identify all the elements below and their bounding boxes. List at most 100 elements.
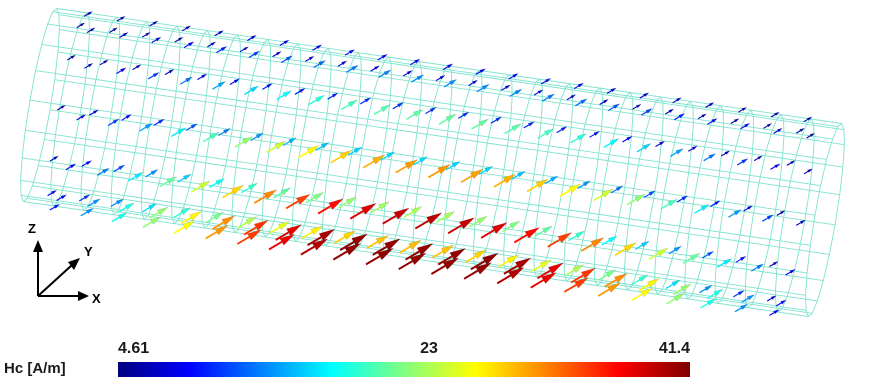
field-arrow-shaft <box>796 130 801 134</box>
field-arrow <box>530 272 557 289</box>
field-arrow <box>181 25 192 32</box>
field-arrow-shaft <box>531 264 542 272</box>
field-arrow-cone <box>451 160 461 168</box>
field-arrow <box>622 135 633 143</box>
field-arrow <box>121 114 133 121</box>
field-arrow-shaft <box>111 216 120 223</box>
field-arrow <box>672 97 683 104</box>
field-arrow <box>701 250 715 259</box>
field-arrow-shaft <box>410 61 416 66</box>
field-arrow <box>535 225 553 237</box>
field-arrow-cone <box>274 140 287 150</box>
field-arrow-cone <box>103 59 109 64</box>
field-arrow-shaft <box>76 24 82 29</box>
field-arrow <box>598 269 617 281</box>
field-arrow-shaft <box>214 32 220 37</box>
field-arrow <box>638 278 660 292</box>
field-arrow-cone <box>593 130 601 137</box>
field-arrow-cone <box>124 202 135 210</box>
field-arrow-shaft <box>337 63 343 67</box>
field-arrow-shaft <box>803 170 809 175</box>
field-arrow <box>721 150 731 157</box>
field-arrow-cone <box>79 22 86 27</box>
field-arrow <box>366 235 390 249</box>
field-arrow-cone <box>472 79 479 85</box>
field-arrow-cone <box>155 36 162 42</box>
field-arrow-cone <box>482 252 500 266</box>
field-arrow-shaft <box>753 157 759 162</box>
field-arrow-shaft <box>705 104 711 108</box>
field-arrow <box>372 238 401 256</box>
field-arrow-shaft <box>763 125 768 129</box>
field-arrow <box>544 175 559 185</box>
field-arrow <box>470 252 500 271</box>
field-arrow-cone <box>285 55 294 62</box>
field-arrow-shaft <box>315 145 323 151</box>
field-arrow <box>236 229 262 245</box>
field-arrow-cone <box>789 268 797 274</box>
field-arrow-cone <box>426 212 443 225</box>
field-arrow-shaft <box>501 225 512 233</box>
field-arrow-cone <box>623 242 637 253</box>
field-arrow <box>445 160 461 171</box>
field-arrow <box>732 290 745 298</box>
field-arrow-shaft <box>159 180 169 188</box>
field-arrow-shaft <box>96 171 104 176</box>
field-arrow-cone <box>549 175 559 183</box>
field-arrow-shaft <box>239 48 245 53</box>
field-arrow-shaft <box>542 96 549 102</box>
field-arrow-shaft <box>404 250 420 261</box>
x-axis-arrowhead <box>78 291 89 301</box>
field-arrow <box>338 196 358 209</box>
field-arrow-shaft <box>116 18 122 22</box>
field-arrow-shaft <box>610 188 618 194</box>
field-arrow-shaft <box>750 266 758 272</box>
field-arrow <box>412 156 429 166</box>
field-arrow-cone <box>590 237 605 248</box>
field-arrow <box>276 90 293 101</box>
field-arrow-cone <box>799 127 806 133</box>
field-arrow <box>392 102 405 110</box>
field-arrow <box>312 44 323 51</box>
field-arrow-shaft <box>373 108 383 116</box>
field-arrow <box>447 217 476 235</box>
field-arrow-shaft <box>735 258 742 263</box>
field-arrow <box>803 168 814 175</box>
field-arrow-shaft <box>378 73 386 78</box>
x-axis-label: X <box>92 291 101 306</box>
field-arrow <box>556 126 568 134</box>
field-arrow-cone <box>640 287 654 298</box>
field-arrow <box>468 79 479 86</box>
field-arrow-cone <box>347 99 359 108</box>
field-arrow <box>673 113 686 121</box>
field-arrow <box>377 53 389 61</box>
field-arrow-shaft <box>665 111 670 115</box>
field-arrow <box>501 84 512 91</box>
field-arrow <box>795 219 807 226</box>
field-arrow-cone <box>675 97 683 102</box>
field-arrow-cone <box>177 36 184 42</box>
field-arrow-cone <box>381 53 389 59</box>
field-arrow <box>308 94 326 106</box>
field-arrow-shaft <box>697 115 703 120</box>
field-arrow-cone <box>582 180 592 187</box>
field-arrow <box>87 198 102 207</box>
field-arrow <box>442 63 454 71</box>
field-arrow <box>349 202 377 220</box>
mesh-ring <box>50 12 90 207</box>
field-arrow-shaft <box>372 245 388 256</box>
field-arrow <box>631 287 654 301</box>
field-arrow <box>566 94 577 101</box>
field-arrow-cone <box>437 164 452 175</box>
field-arrow <box>149 20 159 27</box>
field-arrow-cone <box>615 185 624 192</box>
field-arrow-shaft <box>707 120 713 125</box>
field-arrow-shaft <box>626 198 637 206</box>
field-arrow-cone <box>117 164 126 171</box>
field-arrow <box>183 41 195 49</box>
colorbar-title: Hc [A/m] <box>4 360 66 377</box>
field-arrow-shaft <box>730 120 736 124</box>
field-arrow-cone <box>577 82 585 88</box>
colorbar: Hc [A/m] 4.61 23 41.4 <box>4 340 690 377</box>
field-arrow-shaft <box>244 89 252 95</box>
